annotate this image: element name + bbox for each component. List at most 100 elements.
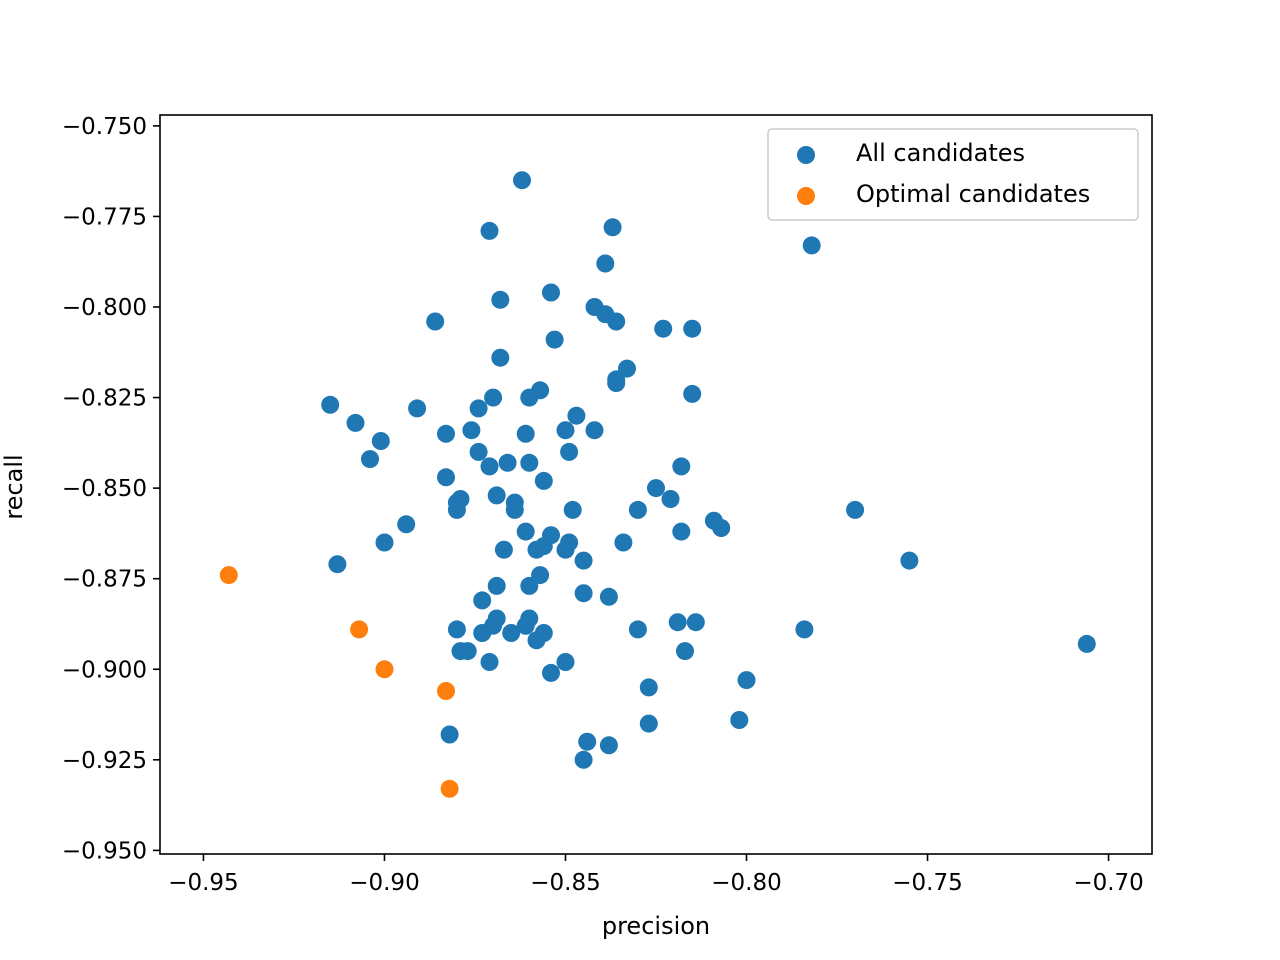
point-all-candidates-101 (599, 736, 618, 755)
y-tick-label: −0.875 (62, 567, 147, 593)
point-all-candidates-60 (614, 533, 633, 552)
y-tick-label: −0.800 (62, 295, 147, 321)
point-all-candidates-56 (672, 522, 691, 541)
point-all-candidates-102 (574, 750, 593, 769)
legend-label-all-candidates: All candidates (856, 139, 1025, 167)
point-optimal-candidates-2 (375, 660, 394, 679)
point-all-candidates-14 (491, 348, 510, 367)
point-all-candidates-38 (480, 457, 499, 476)
point-all-candidates-82 (628, 620, 647, 639)
point-all-candidates-80 (516, 616, 535, 635)
y-tick-label: −0.775 (62, 204, 147, 230)
plot-area (219, 171, 1096, 798)
point-all-candidates-85 (502, 624, 521, 642)
point-all-candidates-29 (462, 421, 481, 440)
point-all-candidates-21 (484, 388, 503, 407)
legend: All candidates Optimal candidates (767, 128, 1139, 221)
point-all-candidates-91 (676, 642, 694, 661)
point-all-candidates-37 (520, 453, 539, 472)
point-all-candidates-66 (900, 551, 919, 570)
point-all-candidates-92 (480, 653, 499, 671)
x-tick-label: −0.80 (711, 870, 781, 896)
point-all-candidates-4 (596, 254, 615, 273)
point-all-candidates-75 (668, 613, 687, 632)
point-all-candidates-99 (440, 725, 459, 744)
point-all-candidates-71 (520, 576, 539, 595)
x-axis-label: precision (602, 912, 710, 940)
point-all-candidates-72 (574, 584, 593, 603)
point-all-candidates-70 (487, 576, 506, 595)
point-all-candidates-20 (520, 388, 539, 407)
point-all-candidates-59 (375, 533, 394, 552)
point-all-candidates-3 (802, 236, 821, 255)
point-optimal-candidates-3 (437, 682, 455, 700)
point-optimal-candidates-0 (219, 566, 238, 585)
y-tick-label: −0.900 (62, 657, 147, 683)
y-axis-label: recall (0, 454, 28, 519)
point-all-candidates-74 (473, 591, 492, 610)
x-tick-label: −0.95 (168, 870, 238, 896)
point-all-candidates-1 (603, 218, 622, 237)
point-all-candidates-84 (473, 624, 492, 642)
point-all-candidates-83 (447, 620, 466, 639)
point-all-candidates-24 (408, 399, 427, 418)
plot-frame (159, 114, 1153, 855)
y-tick-label: −0.850 (62, 476, 147, 502)
point-all-candidates-73 (599, 587, 618, 606)
legend-marker-optimal-candidates (797, 187, 815, 205)
point-all-candidates-19 (683, 384, 702, 403)
point-all-candidates-94 (542, 663, 560, 682)
x-tick-label: −0.70 (1073, 870, 1143, 896)
y-tick-label: −0.950 (62, 838, 147, 864)
point-all-candidates-17 (607, 374, 626, 393)
point-all-candidates-9 (607, 312, 626, 331)
point-all-candidates-41 (534, 471, 553, 490)
point-all-candidates-32 (371, 432, 390, 450)
point-all-candidates-65 (494, 540, 513, 559)
point-all-candidates-96 (639, 678, 658, 697)
y-tick-label: −0.825 (62, 386, 147, 412)
x-tick-label: −0.90 (349, 870, 419, 896)
point-all-candidates-98 (639, 714, 658, 733)
point-all-candidates-36 (498, 453, 517, 472)
point-all-candidates-5 (542, 283, 560, 302)
point-optimal-candidates-1 (350, 620, 369, 639)
point-all-candidates-90 (458, 642, 477, 661)
point-all-candidates-40 (437, 468, 455, 487)
point-all-candidates-93 (556, 653, 575, 671)
point-all-candidates-44 (661, 490, 680, 508)
point-all-candidates-33 (560, 442, 579, 461)
point-all-candidates-49 (628, 500, 647, 519)
point-all-candidates-2 (480, 221, 499, 240)
point-all-candidates-6 (491, 290, 510, 309)
point-all-candidates-48 (846, 500, 865, 519)
point-all-candidates-50 (563, 500, 582, 519)
point-all-candidates-35 (361, 450, 379, 469)
point-all-candidates-67 (574, 551, 593, 570)
point-all-candidates-97 (730, 711, 749, 729)
point-all-candidates-64 (556, 540, 575, 559)
point-optimal-candidates-4 (440, 779, 459, 798)
point-all-candidates-88 (1077, 634, 1096, 653)
point-all-candidates-100 (578, 732, 597, 751)
point-all-candidates-12 (683, 319, 702, 338)
point-all-candidates-81 (795, 620, 814, 639)
point-all-candidates-68 (328, 555, 347, 574)
legend-label-optimal-candidates: Optimal candidates (856, 180, 1090, 208)
point-all-candidates-22 (321, 395, 340, 414)
point-all-candidates-13 (545, 330, 564, 349)
x-tick-label: −0.85 (530, 870, 600, 896)
point-all-candidates-87 (527, 631, 546, 650)
legend-marker-all-candidates (797, 146, 815, 164)
point-all-candidates-95 (737, 671, 756, 690)
point-all-candidates-63 (527, 540, 546, 559)
point-all-candidates-28 (585, 421, 604, 440)
point-all-candidates-57 (516, 522, 535, 541)
point-all-candidates-10 (426, 312, 445, 331)
point-all-candidates-30 (437, 424, 455, 443)
y-tick-label: −0.925 (62, 748, 147, 774)
point-all-candidates-52 (447, 500, 466, 519)
point-all-candidates-54 (712, 519, 731, 537)
point-all-candidates-39 (672, 457, 691, 476)
